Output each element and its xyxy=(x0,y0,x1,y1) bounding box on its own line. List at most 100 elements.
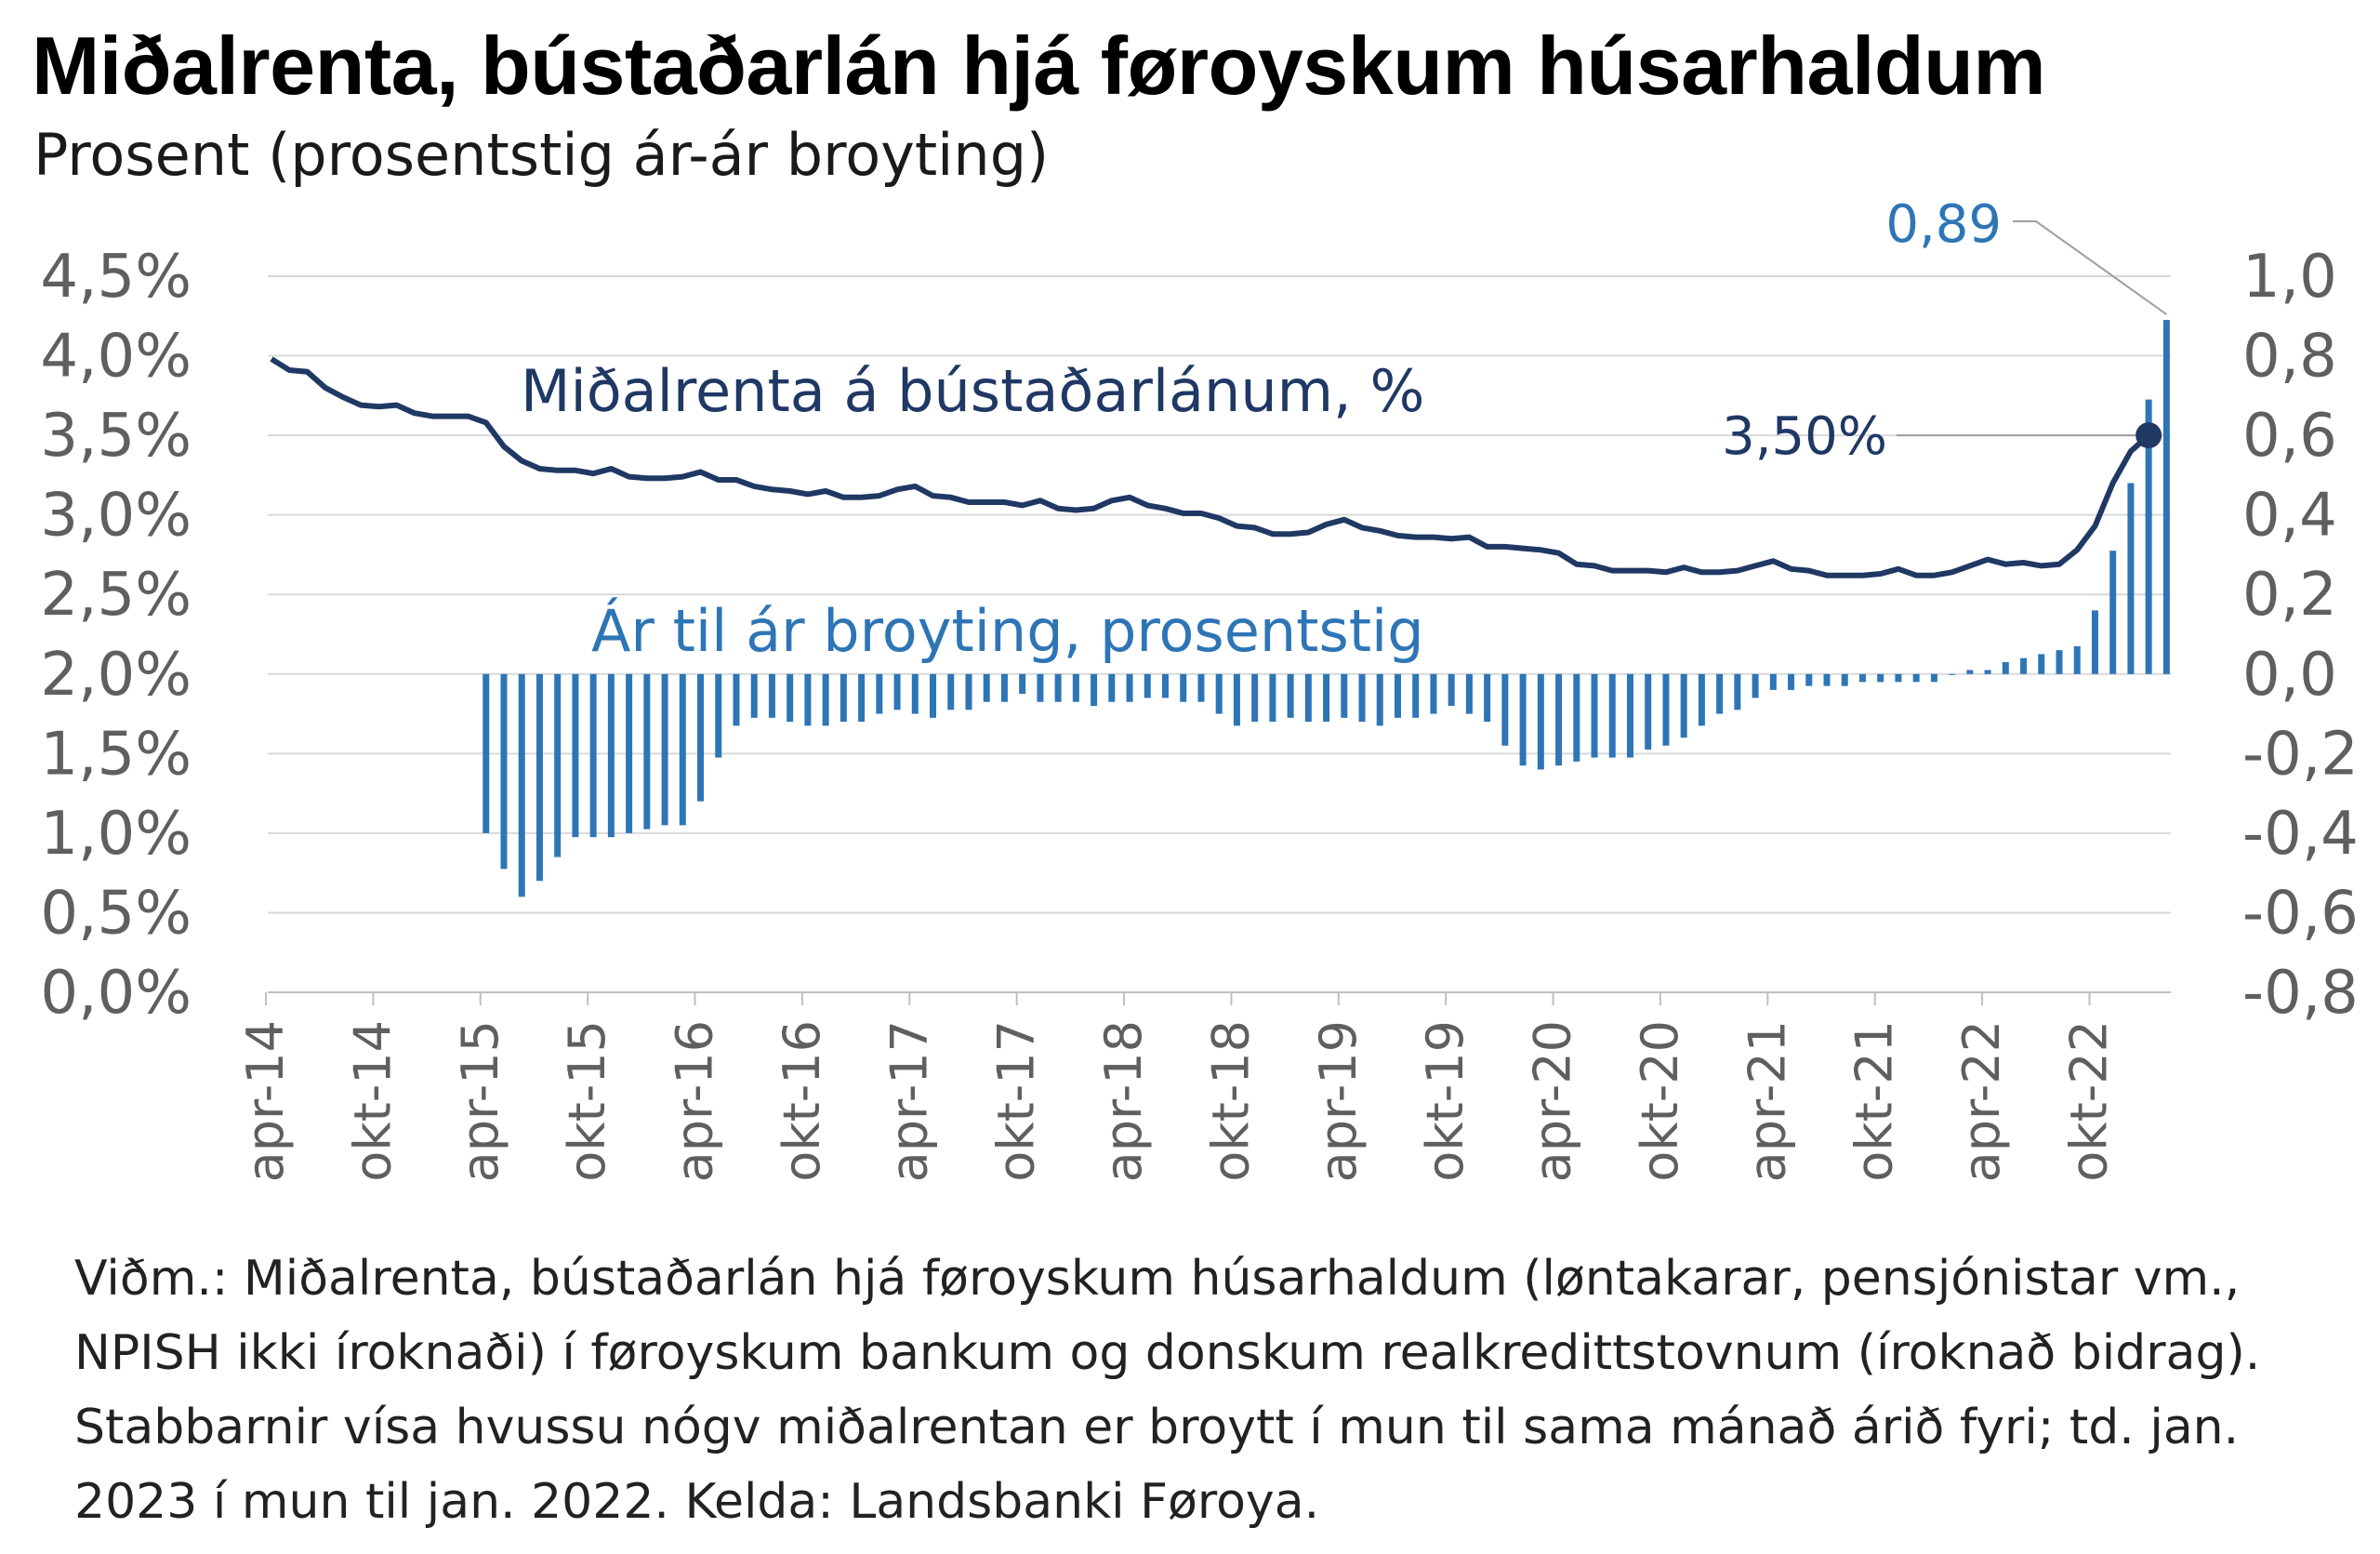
bar xyxy=(661,673,668,826)
bar xyxy=(1858,673,1866,683)
left-tick-label: 3,0% xyxy=(40,482,192,551)
bar xyxy=(1662,673,1670,746)
left-tick-label: 3,5% xyxy=(40,402,192,471)
bar xyxy=(572,673,579,838)
bar xyxy=(554,673,562,857)
x-tick-label: okt-21 xyxy=(1845,1020,1904,1182)
chart-subtitle: Prosent (prosentstig ár-ár broyting) xyxy=(33,121,1050,189)
bar xyxy=(1966,670,1974,674)
bar xyxy=(2145,399,2152,674)
line-series xyxy=(270,356,2162,578)
bar xyxy=(1823,673,1831,686)
bar xyxy=(1555,673,1563,766)
bar xyxy=(1430,673,1437,714)
bar xyxy=(1412,673,1420,718)
x-tick-label: okt-19 xyxy=(1416,1020,1474,1182)
x-tick-label: okt-20 xyxy=(1631,1020,1689,1182)
x-tick-label: apr-22 xyxy=(1952,1020,2011,1182)
bar xyxy=(930,673,937,718)
right-tick-label: -0,8 xyxy=(2242,959,2359,1028)
line-series-label: Miðalrenta á bústaðarlánum, % xyxy=(521,357,1424,425)
left-tick-label: 4,0% xyxy=(40,323,192,392)
gridlines xyxy=(268,275,2171,993)
bar xyxy=(1341,673,1348,718)
bar xyxy=(1269,673,1276,723)
bar xyxy=(1019,673,1026,695)
bar xyxy=(1805,673,1813,686)
annotations: 3,50% 0,89 xyxy=(1722,194,2167,467)
right-tick-label: 1,0 xyxy=(2242,243,2337,312)
bar xyxy=(1895,673,1902,683)
bar xyxy=(1251,673,1259,723)
bar xyxy=(2056,650,2063,674)
bar xyxy=(911,673,919,714)
left-tick-label: 4,5% xyxy=(40,243,192,312)
bar xyxy=(750,673,758,718)
bar xyxy=(1912,673,1920,683)
bar xyxy=(2162,320,2170,674)
line-value-label: 3,50% xyxy=(1722,406,1887,467)
bar xyxy=(1091,673,1098,706)
bar xyxy=(1716,673,1724,714)
bar xyxy=(2109,551,2117,674)
bar xyxy=(2038,654,2045,674)
bar xyxy=(893,673,901,711)
bar xyxy=(1072,673,1079,702)
bar xyxy=(1484,673,1491,723)
bar xyxy=(804,673,812,726)
left-tick-label: 0,5% xyxy=(40,879,192,948)
right-tick-label: -0,2 xyxy=(2242,720,2359,789)
x-tick-label: okt-15 xyxy=(558,1020,616,1182)
bar xyxy=(1108,673,1116,702)
bar xyxy=(626,673,633,833)
bar xyxy=(1877,673,1884,683)
x-tick-label: apr-20 xyxy=(1524,1020,1582,1182)
bar xyxy=(536,673,543,882)
right-axis: -0,8 -0,6 -0,4 -0,2 0,0 0,2 0,4 0,6 0,8 1,0 xyxy=(2242,243,2359,1028)
bar xyxy=(1537,673,1544,770)
bar xyxy=(858,673,866,723)
bar xyxy=(1215,673,1223,714)
bar xyxy=(1287,673,1294,718)
bar-series xyxy=(483,320,2170,897)
bar xyxy=(1591,673,1598,758)
bar xyxy=(1698,673,1705,726)
x-tick-label: okt-17 xyxy=(987,1020,1046,1182)
line-path xyxy=(270,356,2151,578)
right-tick-label: 0,6 xyxy=(2242,402,2337,471)
bar xyxy=(733,673,740,726)
x-tick-label: apr-16 xyxy=(666,1020,724,1182)
combo-chart: 0,0% 0,5% 1,0% 1,5% 2,0% 2,5% 3,0% 3,5% 4,0% 4,5%… xyxy=(40,194,2359,1182)
bar xyxy=(983,673,990,702)
bar xyxy=(768,673,775,718)
bar xyxy=(697,673,705,802)
x-tick-label: okt-16 xyxy=(773,1020,831,1182)
left-tick-label: 0,0% xyxy=(40,959,192,1028)
bar xyxy=(1197,673,1205,702)
bar xyxy=(1573,673,1580,762)
bar xyxy=(1144,673,1151,698)
bar xyxy=(643,673,651,830)
bar xyxy=(2002,661,2009,674)
bar xyxy=(1037,673,1044,702)
bar xyxy=(1358,673,1366,723)
bar xyxy=(1949,673,1956,675)
right-tick-label: -0,4 xyxy=(2242,800,2359,869)
bar xyxy=(1734,673,1741,711)
x-tick-label: apr-14 xyxy=(236,1020,295,1182)
bar xyxy=(2127,483,2135,674)
bar xyxy=(1501,673,1509,746)
bar xyxy=(1769,673,1777,690)
bar xyxy=(2073,645,2081,674)
bar xyxy=(2020,657,2028,674)
bar xyxy=(1448,673,1455,706)
x-tick-label: okt-14 xyxy=(343,1020,402,1182)
bar xyxy=(1233,673,1240,726)
bar xyxy=(1519,673,1527,766)
bar xyxy=(1323,673,1330,723)
bar xyxy=(589,673,597,838)
bar xyxy=(1394,673,1401,718)
x-tick-label: apr-21 xyxy=(1738,1020,1796,1182)
bar xyxy=(1376,673,1383,726)
bar xyxy=(1054,673,1062,702)
